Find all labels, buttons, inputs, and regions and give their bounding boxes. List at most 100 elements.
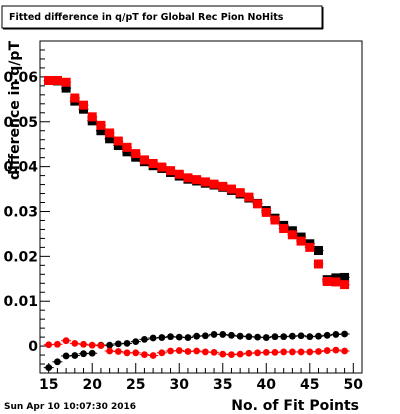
data-point-circle <box>306 333 314 341</box>
series-3 <box>43 330 350 372</box>
data-point-square <box>61 77 71 87</box>
data-point-circle <box>236 350 244 358</box>
data-point-square <box>200 177 210 187</box>
data-point-circle <box>106 347 114 355</box>
data-point-circle <box>141 351 148 359</box>
x-tick-label: 30 <box>170 377 190 393</box>
data-point-square <box>70 93 80 103</box>
data-point-square <box>192 175 202 185</box>
y-tick-label: 0 <box>28 339 38 355</box>
data-point-square <box>209 179 219 189</box>
data-point-square <box>279 224 289 234</box>
data-point-circle <box>123 349 131 357</box>
data-point-square <box>340 272 350 282</box>
data-point-square <box>253 199 263 209</box>
data-point-square <box>122 142 132 152</box>
data-point-circle <box>219 331 227 338</box>
data-point-circle <box>167 333 174 341</box>
data-point-circle <box>184 348 192 355</box>
data-point-square <box>148 158 158 168</box>
x-axis-tick-labels: 15 20 25 30 35 40 45 50 <box>39 377 363 393</box>
x-tick-label: 45 <box>300 377 319 393</box>
y-axis-title: difference in q/pT <box>7 41 23 180</box>
data-point-square <box>287 230 297 240</box>
y-tick-label: 0.02 <box>3 249 38 265</box>
data-point-circle <box>332 331 340 338</box>
x-tick-label: 15 <box>39 377 58 393</box>
data-point-circle <box>210 348 218 356</box>
data-point-square <box>322 276 332 286</box>
data-point-circle <box>341 330 348 338</box>
data-point-circle <box>62 337 70 345</box>
data-point-circle <box>341 347 348 355</box>
data-point-square <box>157 162 167 172</box>
data-point-square <box>96 120 106 130</box>
data-point-circle <box>236 332 244 340</box>
data-point-circle <box>271 348 279 356</box>
data-point-square <box>44 75 54 85</box>
data-point-square <box>340 280 350 290</box>
data-point-circle <box>201 332 209 340</box>
data-point-square <box>131 149 141 159</box>
data-point-circle <box>62 352 70 360</box>
data-point-circle <box>315 348 322 355</box>
x-tick-label: 20 <box>82 377 102 393</box>
data-point-circle <box>158 334 166 341</box>
data-point-circle <box>201 348 209 356</box>
data-point-circle <box>80 340 87 348</box>
data-point-square <box>218 181 228 191</box>
data-point-square <box>226 184 236 194</box>
data-point-square <box>235 188 245 198</box>
data-point-circle <box>271 333 279 341</box>
data-point-square <box>270 215 280 225</box>
series-4 <box>43 337 350 359</box>
data-point-circle <box>80 350 87 358</box>
data-point-circle <box>114 340 122 348</box>
data-point-square <box>113 136 123 146</box>
data-point-circle <box>71 352 79 359</box>
title-box: Fitted difference in q/pT for Global Rec… <box>1 5 324 30</box>
y-tick-label: 0.05 <box>3 115 38 131</box>
y-axis-ticks <box>40 40 50 374</box>
data-point-circle <box>132 349 140 357</box>
data-point-circle <box>54 340 61 348</box>
data-point-circle <box>97 342 105 350</box>
data-point-circle <box>315 332 322 340</box>
data-point-square <box>305 242 315 252</box>
data-point-circle <box>262 334 270 341</box>
data-point-circle <box>184 334 192 341</box>
x-tick-label: 40 <box>257 377 277 393</box>
data-point-circle <box>193 347 201 355</box>
data-point-circle <box>262 348 270 356</box>
data-point-circle <box>297 348 305 356</box>
x-tick-label: 35 <box>213 377 232 393</box>
series-2 <box>43 75 350 290</box>
data-point-circle <box>175 333 183 341</box>
data-point-circle <box>141 335 148 343</box>
y-tick-label: 0.04 <box>3 160 38 176</box>
data-point-circle <box>280 333 288 341</box>
data-markers <box>43 75 350 372</box>
data-point-circle <box>306 348 314 356</box>
data-point-circle <box>193 332 201 340</box>
data-point-circle <box>323 347 331 354</box>
data-point-circle <box>254 333 261 341</box>
data-point-circle <box>54 358 61 366</box>
data-point-circle <box>323 331 331 339</box>
data-point-circle <box>245 333 253 341</box>
data-point-circle <box>45 341 53 349</box>
data-point-circle <box>288 348 296 356</box>
timestamp: Sun Apr 10 10:07:30 2016 <box>4 402 136 412</box>
data-point-square <box>244 192 254 202</box>
data-point-circle <box>149 334 157 342</box>
data-point-circle <box>228 331 235 339</box>
data-point-circle <box>132 338 140 345</box>
y-tick-label: 0.06 <box>3 70 38 86</box>
data-point-circle <box>288 332 296 340</box>
plot-frame <box>39 40 363 374</box>
data-point-square <box>183 173 193 183</box>
data-point-circle <box>88 341 96 349</box>
data-point-circle <box>167 347 174 355</box>
